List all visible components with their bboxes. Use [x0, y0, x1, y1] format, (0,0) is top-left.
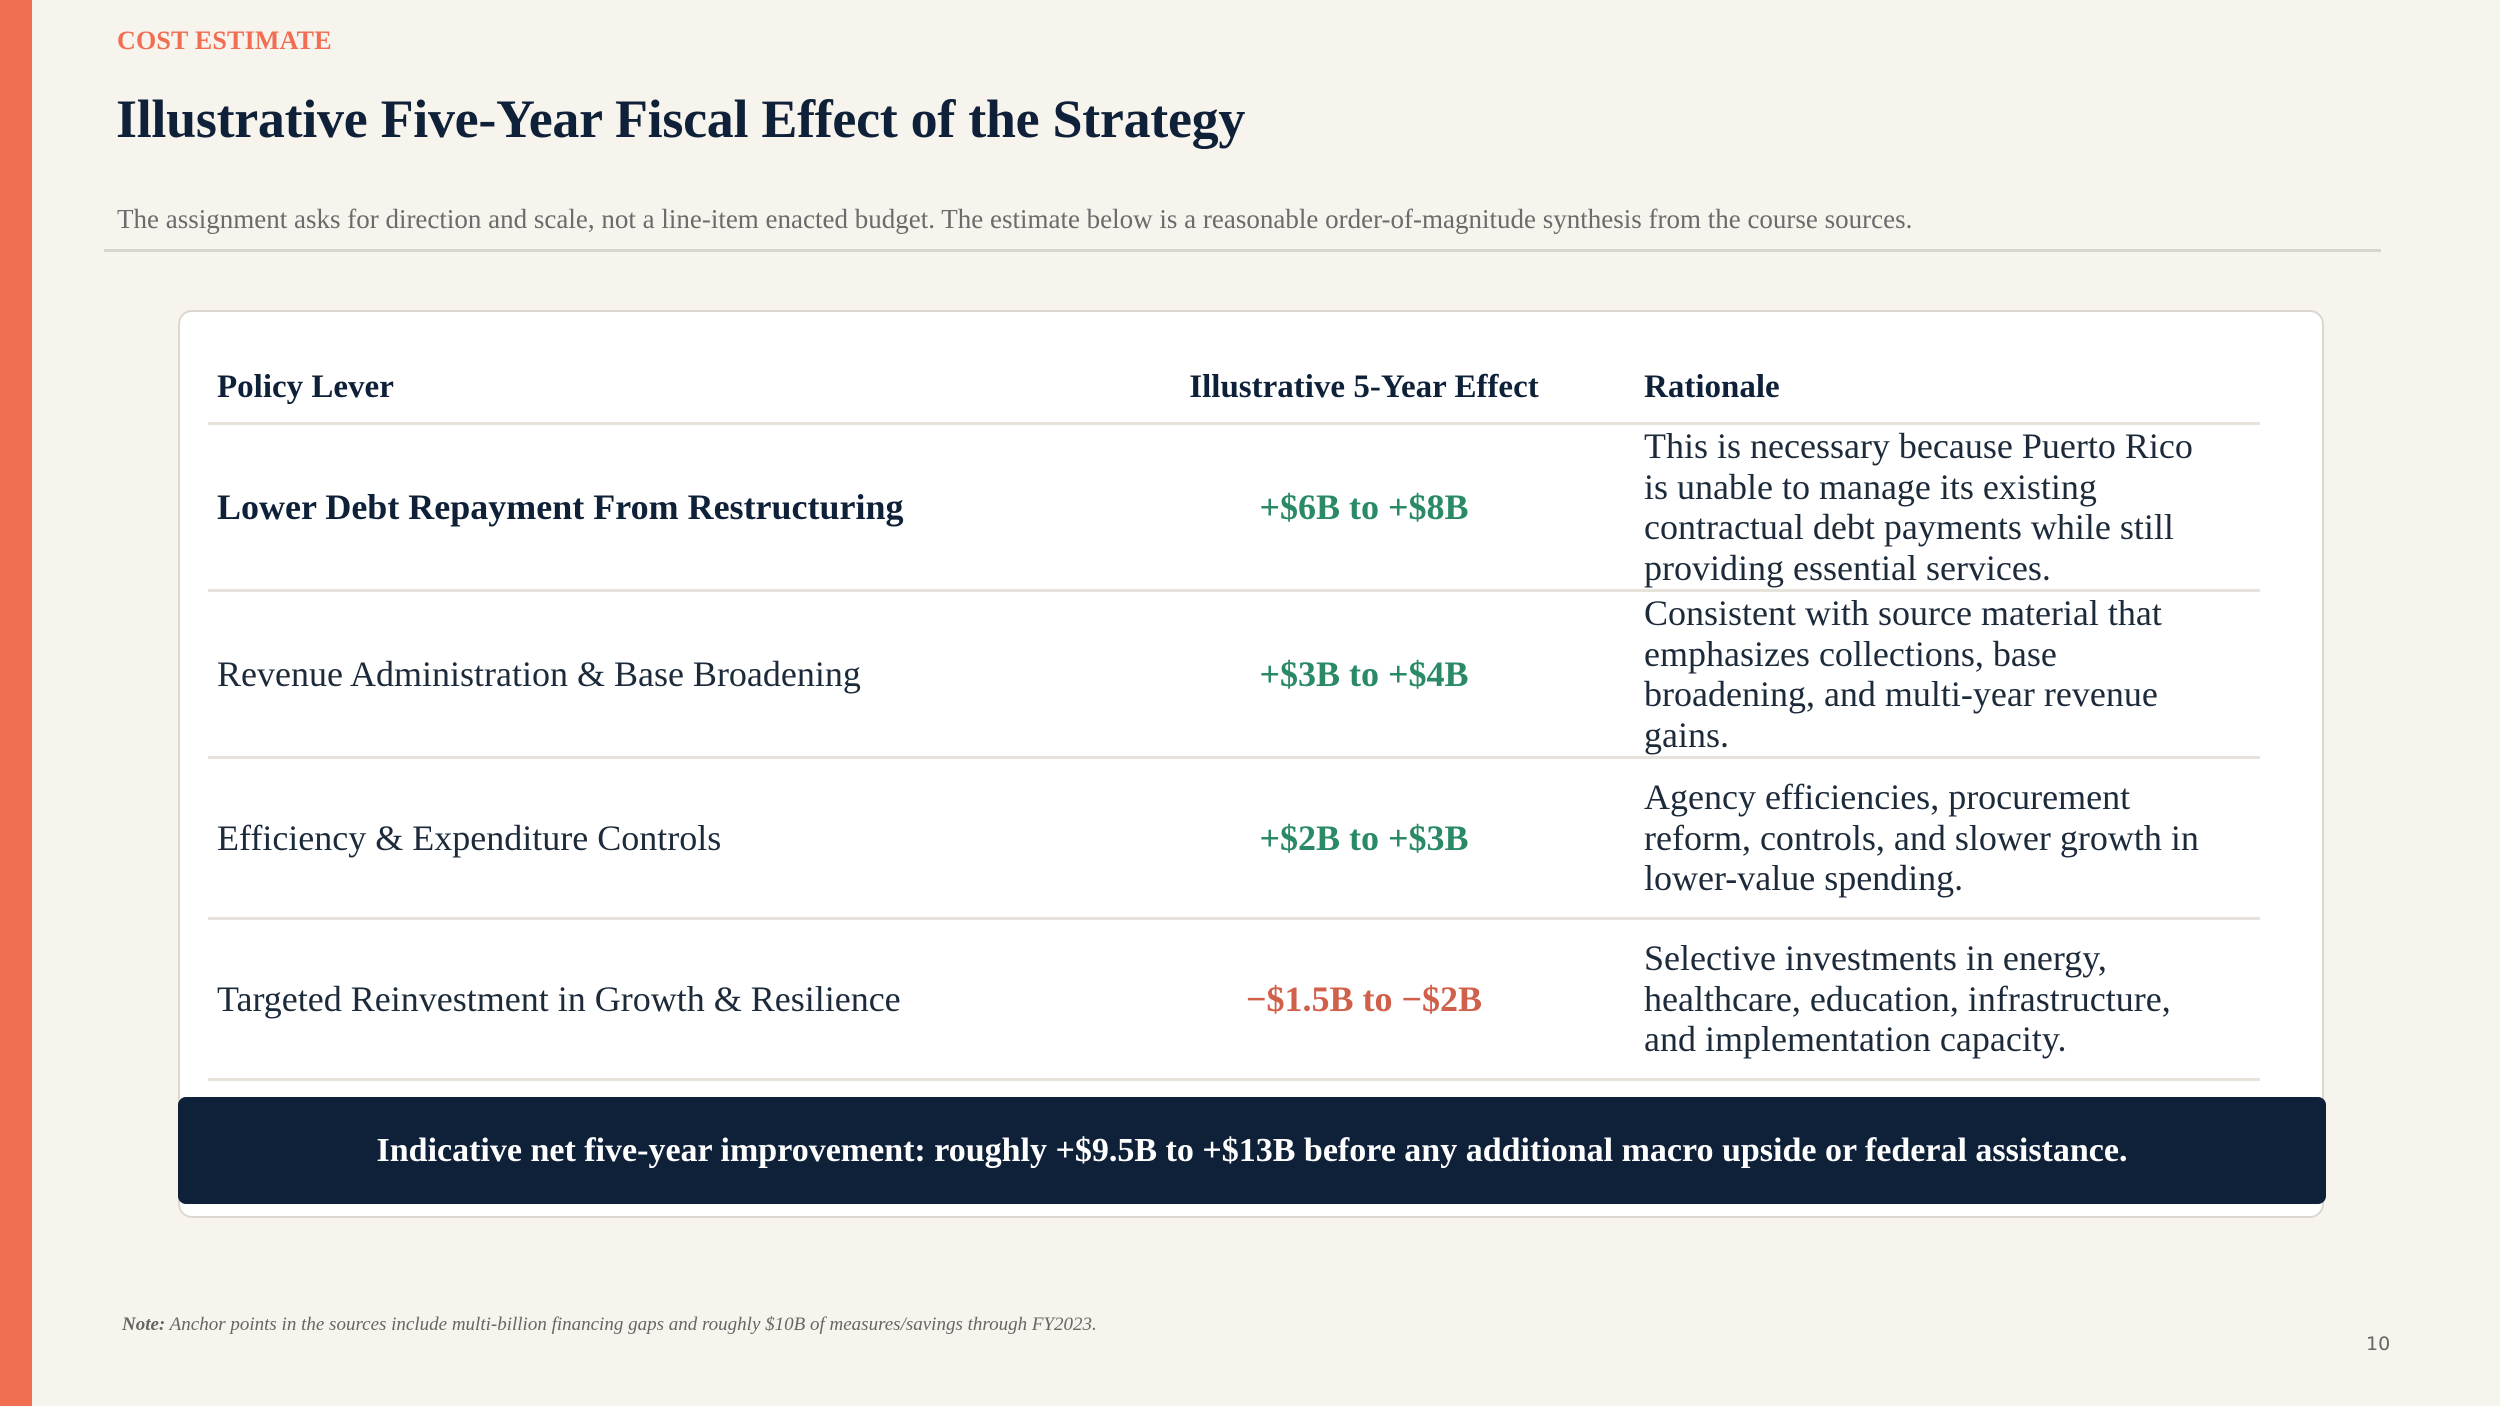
fiscal-effect-card: Policy Lever Illustrative 5-Year Effect …: [178, 310, 2326, 1218]
section-eyebrow: COST ESTIMATE: [117, 26, 332, 55]
effect-value-positive: +$2B to +$3B: [1098, 757, 1630, 920]
effect-value-negative: −$1.5B to −$2B: [1098, 918, 1630, 1081]
footnote: Note: Anchor points in the sources inclu…: [122, 1314, 1097, 1336]
column-header-policy-lever: Policy Lever: [208, 352, 1098, 425]
page-title: Illustrative Five-Year Fiscal Effect of …: [116, 89, 1246, 149]
accent-bar: [0, 0, 32, 1406]
policy-lever-cell: Efficiency & Expenditure Controls: [208, 757, 1098, 920]
table-row: Revenue Administration & Base Broadening…: [208, 590, 2260, 759]
effect-value-positive: +$6B to +$8B: [1098, 423, 1630, 592]
rationale-cell: This is necessary because Puerto Rico is…: [1630, 423, 2260, 592]
rationale-cell: Agency efficiencies, procurement reform,…: [1630, 757, 2260, 920]
effect-value-positive: +$3B to +$4B: [1098, 590, 1630, 759]
table-row: Efficiency & Expenditure Controls +$2B t…: [208, 757, 2260, 920]
rationale-cell: Selective investments in energy, healthc…: [1630, 918, 2260, 1081]
footnote-label: Note:: [122, 1314, 166, 1335]
footnote-text: Anchor points in the sources include mul…: [165, 1314, 1097, 1335]
column-header-rationale: Rationale: [1630, 352, 2260, 425]
table-header-row: Policy Lever Illustrative 5-Year Effect …: [208, 352, 2260, 425]
net-improvement-text: Indicative net five-year improvement: ro…: [376, 1131, 2128, 1169]
column-header-effect: Illustrative 5-Year Effect: [1098, 352, 1630, 425]
policy-lever-cell: Revenue Administration & Base Broadening: [208, 590, 1098, 759]
rationale-cell: Consistent with source material that emp…: [1630, 590, 2260, 759]
table-row: Lower Debt Repayment From Restructuring …: [208, 423, 2260, 592]
page-number: 10: [2366, 1333, 2391, 1355]
net-improvement-banner: Indicative net five-year improvement: ro…: [178, 1097, 2326, 1204]
policy-lever-cell: Lower Debt Repayment From Restructuring: [208, 423, 1098, 592]
header-divider: [104, 249, 2381, 252]
policy-lever-cell: Targeted Reinvestment in Growth & Resili…: [208, 918, 1098, 1081]
table-row: Targeted Reinvestment in Growth & Resili…: [208, 918, 2260, 1081]
page-subtitle: The assignment asks for direction and sc…: [117, 204, 1913, 234]
fiscal-effect-table: Policy Lever Illustrative 5-Year Effect …: [208, 352, 2260, 1081]
